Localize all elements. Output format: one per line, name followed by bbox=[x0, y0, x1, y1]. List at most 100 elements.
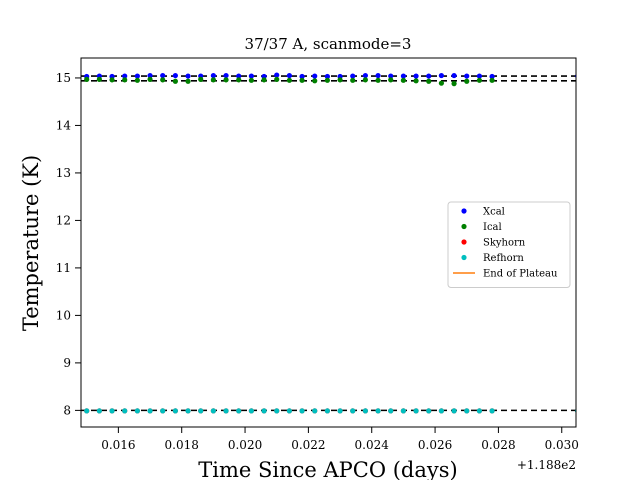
refhorn-point bbox=[185, 408, 191, 414]
xcal-point bbox=[299, 73, 305, 80]
refhorn-point bbox=[122, 408, 128, 414]
plot-frame bbox=[80, 57, 577, 428]
ical-point bbox=[388, 77, 394, 83]
ical-point bbox=[248, 77, 254, 83]
chart-marks: 0.016 0.018 0.020 0.022 0.024 0.026 0.028 0.030… bbox=[56, 57, 579, 452]
x-tick-label: 0.022 bbox=[291, 438, 325, 452]
ical-point bbox=[223, 77, 229, 83]
refhorn-point bbox=[451, 408, 457, 414]
refhorn-point bbox=[413, 408, 419, 414]
refhorn-point bbox=[84, 408, 90, 414]
y-tick-label: 12 bbox=[56, 213, 71, 227]
ical-point bbox=[261, 77, 267, 83]
xcal-point bbox=[172, 72, 178, 79]
xcal-point bbox=[362, 72, 368, 79]
refhorn-point bbox=[172, 408, 178, 414]
x-tick-label: 0.024 bbox=[355, 438, 390, 452]
xcal-point bbox=[236, 73, 242, 79]
xcal-point bbox=[122, 73, 128, 79]
ical-point bbox=[286, 77, 292, 83]
y-axis-label: Temperature (K) bbox=[19, 155, 43, 331]
legend-label-skyhorn: Skyhorn bbox=[483, 238, 526, 249]
y-tick-label: 9 bbox=[63, 356, 71, 370]
ical-point bbox=[236, 77, 242, 83]
ical-point bbox=[147, 76, 153, 82]
ical-point bbox=[122, 77, 128, 83]
refhorn-point bbox=[109, 408, 115, 414]
ical-point bbox=[489, 77, 495, 83]
legend-swatch-skyhorn bbox=[461, 239, 467, 245]
y-tick-label: 11 bbox=[56, 261, 71, 275]
refhorn-point bbox=[236, 408, 242, 414]
xcal-point bbox=[489, 73, 495, 80]
refhorn-point bbox=[464, 408, 470, 414]
xcal-point bbox=[426, 73, 432, 79]
refhorn-point bbox=[96, 408, 102, 414]
ical-point bbox=[274, 76, 280, 82]
ical-point bbox=[400, 77, 406, 83]
legend-swatch-ical bbox=[461, 223, 467, 230]
xcal-point bbox=[324, 73, 330, 80]
ical-point bbox=[426, 78, 432, 84]
refhorn-point bbox=[198, 408, 204, 414]
ical-point bbox=[451, 81, 457, 87]
legend-label-refhorn: Refhorn bbox=[483, 253, 524, 264]
refhorn-point bbox=[324, 408, 330, 414]
x-tick-label: 0.016 bbox=[101, 438, 135, 452]
refhorn-point bbox=[134, 408, 140, 414]
xcal-point bbox=[312, 73, 318, 79]
refhorn-point bbox=[210, 408, 216, 414]
ical-point bbox=[134, 77, 140, 83]
xcal-point bbox=[350, 73, 356, 79]
legend-label-end-of-plateau: End of Plateau bbox=[483, 269, 558, 280]
refhorn-point bbox=[489, 408, 495, 414]
legend-label-ical: Ical bbox=[483, 222, 502, 233]
xcal-point bbox=[476, 73, 483, 79]
xcal-point bbox=[286, 72, 292, 79]
x-axis-offset-label: +1.188e2 bbox=[517, 458, 576, 472]
xcal-point bbox=[388, 73, 394, 79]
refhorn-point bbox=[299, 408, 305, 414]
y-tick-label: 15 bbox=[56, 71, 71, 85]
ical-point bbox=[438, 80, 445, 86]
refhorn-point bbox=[426, 408, 432, 414]
ical-point bbox=[160, 77, 166, 83]
xcal-point bbox=[438, 72, 445, 79]
ical-point bbox=[362, 77, 368, 83]
ical-point bbox=[337, 77, 343, 83]
xcal-point bbox=[160, 72, 166, 79]
refhorn-point bbox=[337, 408, 343, 414]
xcal-point bbox=[147, 72, 153, 79]
legend-label-xcal: Xcal bbox=[483, 207, 505, 218]
ical-point bbox=[299, 77, 305, 83]
ical-point bbox=[312, 78, 318, 84]
ical-point bbox=[96, 76, 102, 82]
x-tick-label: 0.020 bbox=[228, 438, 262, 452]
refhorn-point bbox=[248, 408, 254, 414]
refhorn-point bbox=[274, 408, 280, 414]
legend-swatch-refhorn bbox=[461, 254, 467, 261]
chart-title: 37/37 A, scanmode=3 bbox=[245, 35, 412, 53]
x-tick-label: 0.026 bbox=[418, 438, 452, 452]
xcal-point bbox=[451, 72, 457, 79]
ical-point bbox=[375, 77, 381, 83]
refhorn-point bbox=[400, 408, 406, 414]
refhorn-point bbox=[438, 408, 445, 414]
y-tick-label: 8 bbox=[63, 403, 71, 417]
refhorn-point bbox=[312, 408, 318, 414]
y-tick-label: 13 bbox=[56, 166, 71, 180]
x-axis-label: Time Since APCO (days) bbox=[198, 458, 457, 480]
ical-point bbox=[413, 78, 419, 84]
xcal-point bbox=[210, 72, 216, 79]
legend-swatch-xcal bbox=[461, 208, 467, 214]
xcal-point bbox=[413, 73, 419, 79]
refhorn-point bbox=[375, 408, 381, 414]
legend-box bbox=[447, 201, 571, 288]
ical-point bbox=[198, 76, 204, 82]
xcal-point bbox=[134, 73, 140, 79]
refhorn-point bbox=[261, 408, 267, 414]
refhorn-point bbox=[223, 408, 229, 414]
refhorn-point bbox=[362, 408, 368, 414]
ical-point bbox=[172, 78, 178, 84]
xcal-point bbox=[274, 72, 280, 78]
